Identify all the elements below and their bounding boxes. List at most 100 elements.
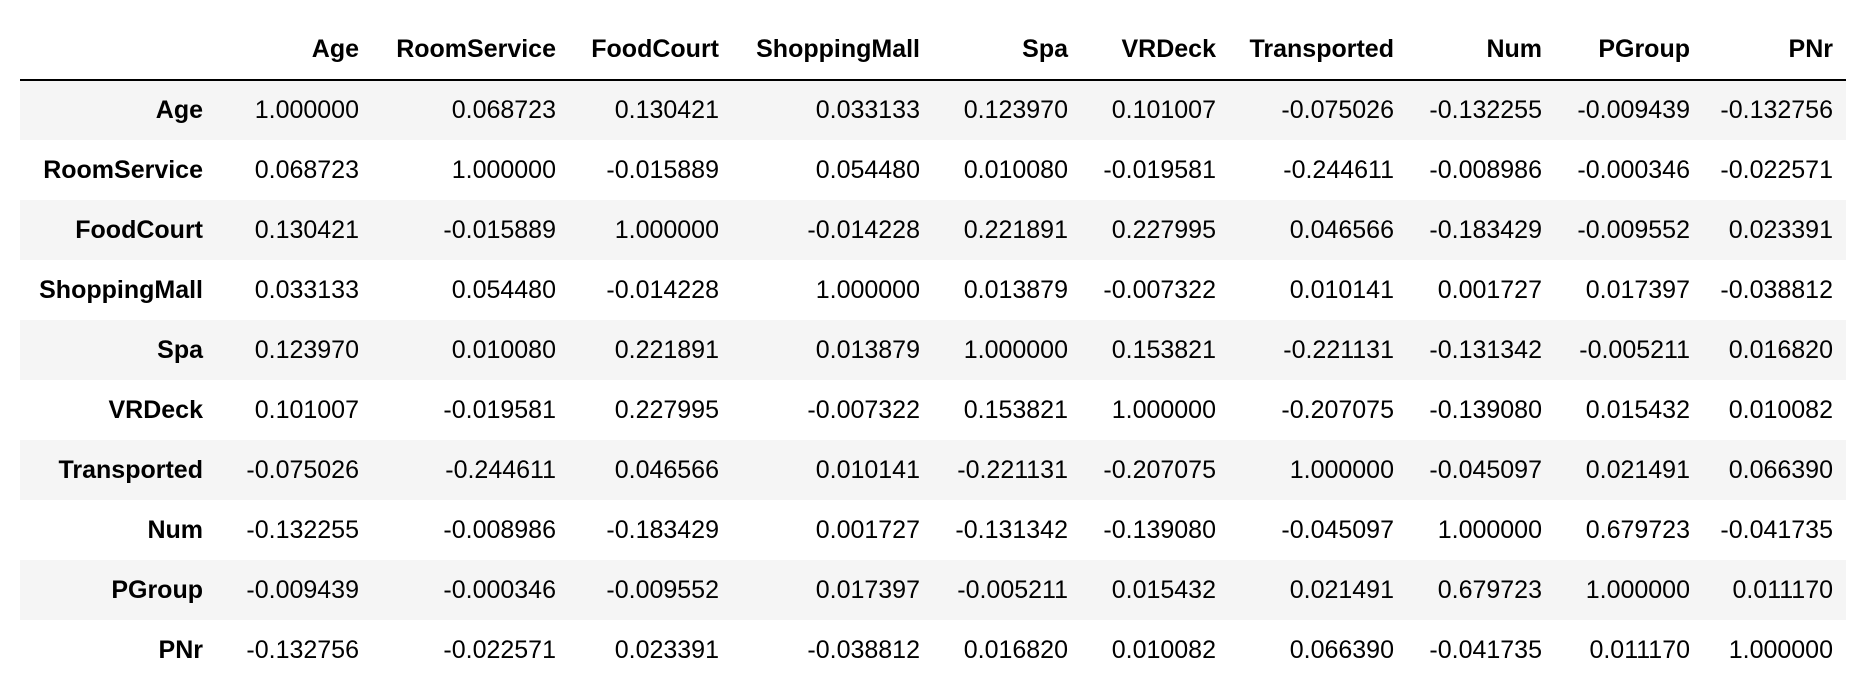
table-cell: 0.123970	[963, 96, 1068, 124]
table-body: Age 1.000000 0.068723 0.130421 0.033133 0.123…	[20, 80, 1846, 680]
table-cell: 0.101007	[254, 395, 359, 424]
table-cell: -0.207075	[1281, 395, 1394, 424]
table-cell: 1.000000	[1111, 395, 1216, 424]
table-cell: -0.007322	[807, 395, 920, 424]
table-cell: 0.068723	[451, 96, 556, 124]
table-cell: 0.227995	[614, 395, 719, 424]
row-label: Num	[147, 515, 203, 544]
table-cell: 1.000000	[1585, 575, 1690, 604]
table-cell: 0.010082	[1728, 395, 1833, 424]
table-cell: -0.008986	[1429, 155, 1542, 184]
table-row: Spa 0.123970 0.010080 0.221891 0.013879 1.000…	[20, 320, 1846, 380]
row-label: Transported	[58, 455, 203, 484]
table-cell: -0.005211	[957, 575, 1068, 604]
table-cell: 1.000000	[815, 275, 920, 304]
table-cell: -0.045097	[1281, 515, 1394, 544]
table-cell: 0.153821	[963, 395, 1068, 424]
table-cell: -0.019581	[443, 395, 556, 424]
table-cell: 0.130421	[254, 215, 359, 244]
table-cell: -0.009552	[606, 575, 719, 604]
table-cell: -0.041735	[1720, 515, 1833, 544]
table-cell: 0.010080	[963, 155, 1068, 184]
table-cell: 0.054480	[815, 155, 920, 184]
table-cell: -0.139080	[1429, 395, 1542, 424]
row-label: VRDeck	[108, 395, 204, 424]
table-cell: -0.183429	[606, 515, 719, 544]
table-cell: -0.019581	[1103, 155, 1216, 184]
table-cell: 1.000000	[1289, 455, 1394, 484]
column-header: RoomService	[372, 20, 569, 81]
row-label: Spa	[157, 335, 203, 364]
table-cell: 0.066390	[1289, 635, 1394, 664]
table-cell: -0.041735	[1429, 635, 1542, 664]
table-cell: -0.005211	[1579, 335, 1690, 364]
table-cell: 0.068723	[254, 155, 359, 184]
table-cell: 1.000000	[963, 335, 1068, 364]
table-cell: -0.045097	[1429, 455, 1542, 484]
column-header: ShoppingMall	[732, 20, 933, 81]
table-cell: -0.221131	[957, 455, 1068, 484]
column-header: VRDeck	[1081, 20, 1229, 81]
table-cell: 0.066390	[1728, 455, 1833, 484]
table-cell: 0.001727	[815, 515, 920, 544]
table-cell: 0.017397	[1585, 275, 1690, 304]
table-cell: 0.016820	[963, 635, 1068, 664]
header-row: Age RoomService FoodCourt ShoppingMall Spa VR…	[20, 20, 1846, 81]
index-corner	[20, 20, 216, 81]
table-cell: 1.000000	[614, 215, 719, 244]
table-row: Num -0.132255 -0.008986 -0.183429 0.001727 -0…	[20, 500, 1846, 560]
table-cell: 0.227995	[1111, 215, 1216, 244]
table-cell: 1.000000	[1437, 515, 1542, 544]
table-cell: -0.221131	[1283, 335, 1394, 364]
table-cell: 0.046566	[1289, 215, 1394, 244]
table-header: Age RoomService FoodCourt ShoppingMall Spa VR…	[20, 20, 1846, 81]
table-cell: 0.015432	[1111, 575, 1216, 604]
table-cell: 0.016820	[1728, 335, 1833, 364]
table-row: Transported -0.075026 -0.244611 0.046566 0.0…	[20, 440, 1846, 500]
table-cell: -0.022571	[1720, 155, 1833, 184]
table-row: ShoppingMall 0.033133 0.054480 -0.014228 1.0…	[20, 260, 1846, 320]
table-cell: -0.008986	[443, 515, 556, 544]
table-cell: -0.075026	[246, 455, 359, 484]
table-cell: -0.000346	[1577, 155, 1690, 184]
column-header: PGroup	[1555, 20, 1703, 81]
table-cell: -0.244611	[445, 455, 556, 484]
table-cell: 0.023391	[614, 635, 719, 664]
table-cell: 0.017397	[815, 575, 920, 604]
table-cell: -0.009552	[1577, 215, 1690, 244]
table-cell: -0.132756	[246, 635, 359, 664]
row-label: Age	[155, 96, 203, 124]
table-cell: 0.013879	[963, 275, 1068, 304]
row-label: RoomService	[43, 155, 203, 184]
table-cell: -0.000346	[443, 575, 556, 604]
table-cell: -0.009439	[246, 575, 359, 604]
table-cell: -0.014228	[606, 275, 719, 304]
table-cell: 0.046566	[614, 455, 719, 484]
table-row: PNr -0.132756 -0.022571 0.023391 -0.038812 0.…	[20, 620, 1846, 680]
table-cell: 0.054480	[451, 275, 556, 304]
table-cell: -0.244611	[1283, 155, 1394, 184]
column-header: Num	[1407, 20, 1555, 81]
table-cell: 0.679723	[1437, 575, 1542, 604]
table-cell: -0.131342	[955, 515, 1068, 544]
column-header: PNr	[1703, 20, 1846, 81]
table-cell: 0.153821	[1111, 335, 1216, 364]
table-cell: 0.033133	[254, 275, 359, 304]
table-cell: 0.130421	[614, 96, 719, 124]
row-label: PGroup	[111, 575, 203, 604]
column-header: Age	[216, 20, 372, 81]
table-cell: -0.015889	[443, 215, 556, 244]
table-cell: 0.015432	[1585, 395, 1690, 424]
table-row: VRDeck 0.101007 -0.019581 0.227995 -0.007322…	[20, 380, 1846, 440]
table-cell: 0.010082	[1111, 635, 1216, 664]
table-cell: -0.207075	[1103, 455, 1216, 484]
table-cell: -0.131342	[1429, 335, 1542, 364]
table-cell: 0.010141	[815, 455, 920, 484]
table-cell: -0.014228	[807, 215, 920, 244]
table-row: PGroup -0.009439 -0.000346 -0.009552 0.01739…	[20, 560, 1846, 620]
table-cell: 1.000000	[451, 155, 556, 184]
table-cell: -0.139080	[1103, 515, 1216, 544]
table-cell: 0.221891	[614, 335, 719, 364]
table-cell: 0.011170	[1589, 635, 1690, 664]
